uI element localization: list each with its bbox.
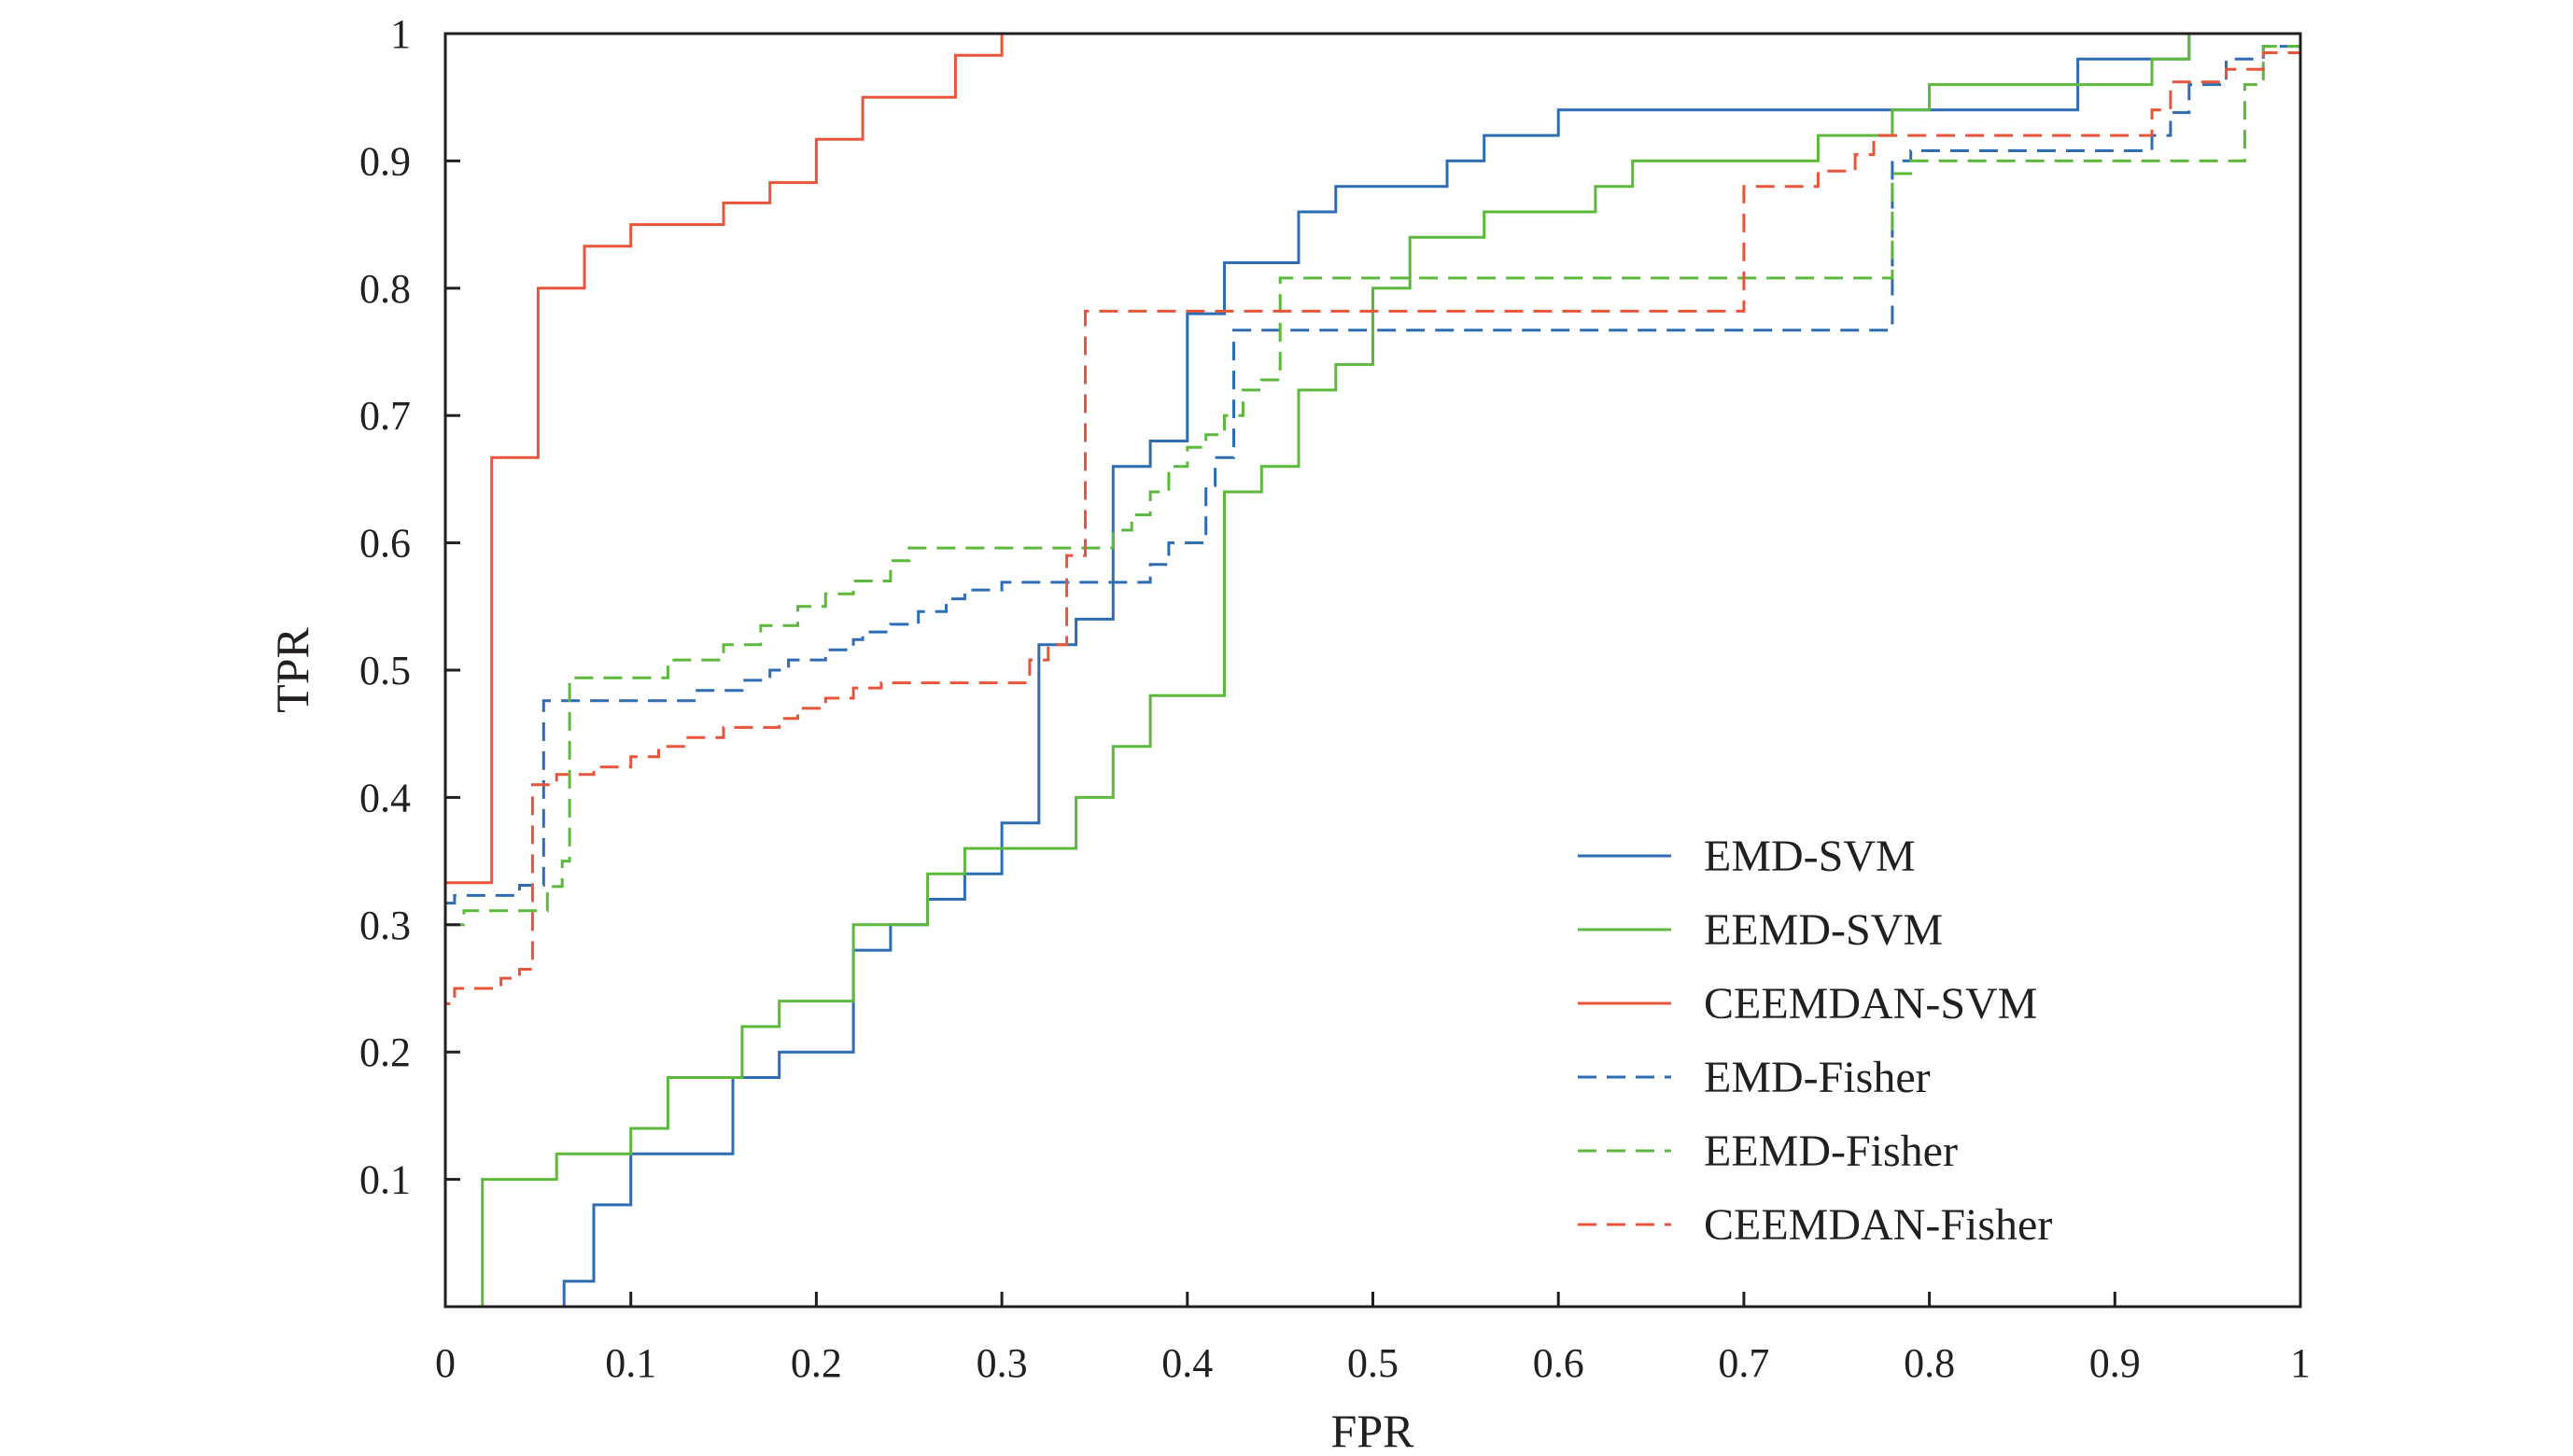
y-tick-label: 0.1: [359, 1157, 411, 1203]
x-axis-title: FPR: [1331, 1405, 1415, 1451]
y-tick-label: 0.2: [359, 1029, 411, 1075]
x-tick-label: 0.7: [1718, 1340, 1769, 1386]
x-tick-label: 0.3: [977, 1340, 1028, 1386]
y-tick-label: 0.4: [359, 775, 411, 820]
legend-label-ceemdan-fisher: CEEMDAN-Fisher: [1704, 1200, 2052, 1250]
x-tick-label: 0: [435, 1340, 456, 1386]
x-tick-label: 0.9: [2089, 1340, 2141, 1386]
series-line-eemd-svm: [481, 32, 2300, 1307]
series-line-emd-fisher: [445, 45, 2300, 905]
legend-label-eemd-fisher: EEMD-Fisher: [1704, 1127, 1958, 1176]
series-layer: [443, 32, 2300, 1309]
series-line-emd-svm: [482, 32, 2300, 1309]
y-tick-label: 0.7: [359, 393, 411, 439]
ticks-layer: 0 0.1 0.2 0.3 0.4 0.5 0.6 0.7 0.8 0.9 1 0.1 0.2 0.3 0.…: [359, 11, 2311, 1386]
legend-label-emd-fisher: EMD-Fisher: [1704, 1053, 1931, 1102]
x-tick-label: 0.1: [605, 1340, 656, 1386]
y-tick-label: 0.5: [359, 648, 411, 693]
series-line-ceemdan-svm: [443, 32, 2300, 1307]
x-tick-label: 0.6: [1533, 1340, 1584, 1386]
x-tick-label: 0.2: [791, 1340, 842, 1386]
series-line-ceemdan-fisher: [443, 51, 2300, 1307]
y-tick-label: 0.8: [359, 266, 411, 312]
y-tick-label: 0.6: [359, 521, 411, 567]
legend-label-eemd-svm: EEMD-SVM: [1704, 905, 1943, 955]
legend-label-emd-svm: EMD-SVM: [1704, 832, 1916, 881]
legend: EMD-SVM EEMD-SVM CEEMDAN-SVM EMD-Fisher EEMD…: [1578, 832, 2052, 1250]
y-axis-title: TPR: [266, 627, 318, 713]
x-tick-label: 0.5: [1347, 1340, 1399, 1386]
x-tick-label: 1: [2290, 1340, 2311, 1386]
series-line-eemd-fisher: [445, 45, 2300, 927]
legend-label-ceemdan-svm: CEEMDAN-SVM: [1704, 979, 2037, 1029]
y-tick-label: 0.3: [359, 903, 411, 948]
x-tick-label: 0.4: [1161, 1340, 1213, 1386]
y-tick-label: 1: [390, 11, 411, 57]
y-tick-label: 0.9: [359, 138, 411, 184]
x-tick-label: 0.8: [1904, 1340, 1955, 1386]
